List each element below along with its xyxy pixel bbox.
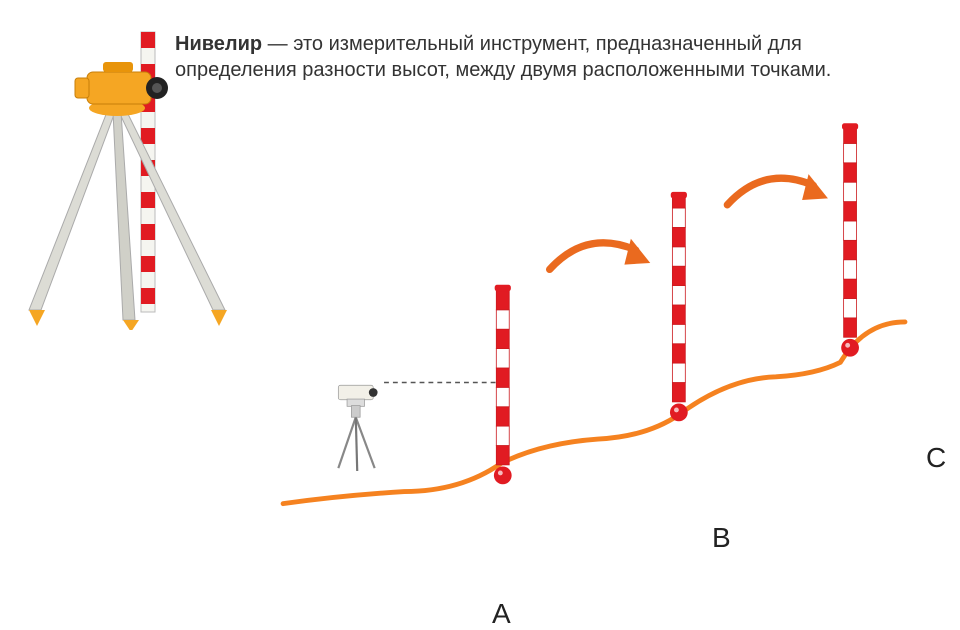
surveying-diagram: АВС xyxy=(220,120,960,540)
surveying-rod xyxy=(670,192,688,421)
surveying-rod xyxy=(494,285,512,485)
surveying-rod xyxy=(841,123,859,356)
point-label: В xyxy=(712,522,731,554)
diagram-svg xyxy=(220,120,960,540)
arrow-icon xyxy=(550,239,651,270)
dash: — это xyxy=(268,33,323,55)
tripod-legs xyxy=(29,100,227,330)
point-label: С xyxy=(926,442,946,474)
arrow-icon xyxy=(727,174,828,205)
rods-group xyxy=(494,123,859,484)
small-instrument-icon xyxy=(338,385,377,471)
arrows-group xyxy=(550,174,828,269)
definition-text: Нивелир — это измерительный инструмент, … xyxy=(175,32,905,83)
terrain-line xyxy=(283,322,905,504)
point-label: А xyxy=(492,598,511,630)
